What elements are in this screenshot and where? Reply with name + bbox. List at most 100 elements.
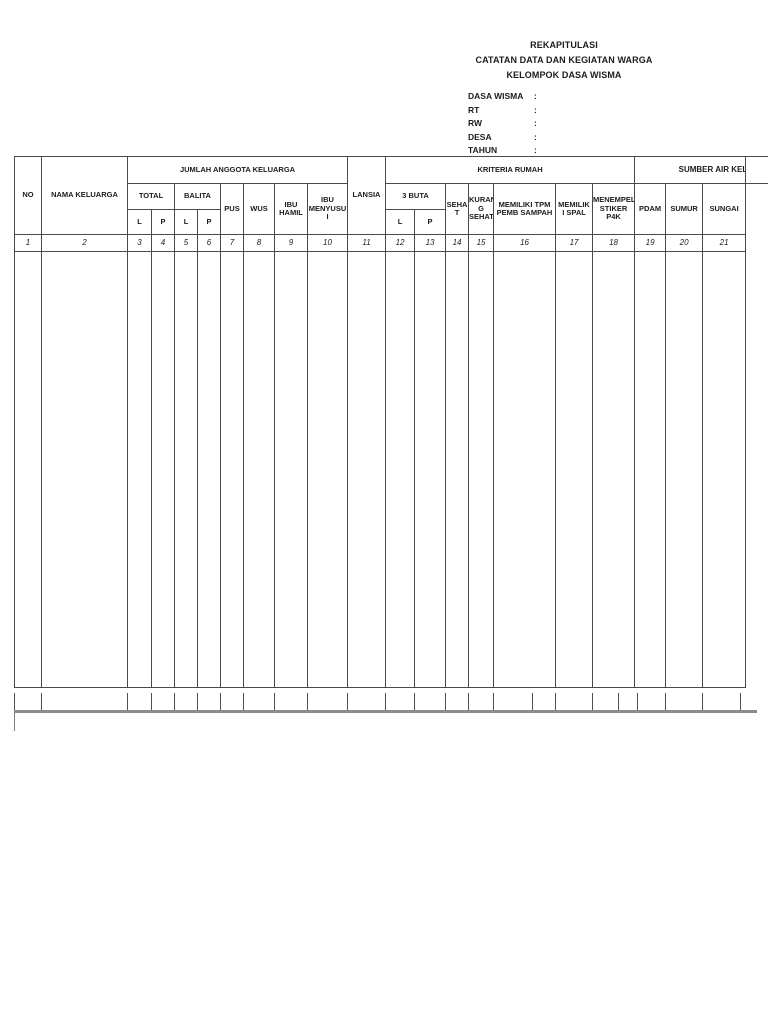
form-label-desa: DESA [468,131,492,142]
header-memiliki-spal: MEMILIK I SPAL [555,183,594,235]
form-row-rt: RT : [468,104,708,118]
form-block: DASA WISMA : RT : RW : DESA : TAHUN : [468,90,708,158]
grid-line [618,693,619,710]
left-border-tick [14,713,15,731]
grid-line [220,693,221,710]
body-cell [127,251,152,688]
body-cell [174,251,198,688]
col-number-9: 9 [274,234,308,252]
recap-table-wrap: NO NAMA KELUARGA JUMLAH ANGGOTA KELUARGA… [14,156,768,688]
header-memiliki-tpm-pemb-sampah: MEMILIKI TPM PEMB SAMPAH [493,183,557,235]
form-row-rw: RW : [468,117,708,131]
body-cell [665,251,704,688]
title-block: REKAPITULASI CATATAN DATA DAN KEGIATAN W… [408,38,720,83]
col-number-14: 14 [445,234,470,252]
header-3-buta: 3 BUTA [385,183,447,210]
form-label-rw: RW [468,118,483,128]
header-total: TOTAL [127,183,175,210]
grid-line [592,693,593,710]
col-number-2: 2 [41,234,128,252]
header-total-p: P [151,209,175,235]
col-number-16: 16 [493,234,557,252]
grid-line [14,693,15,710]
body-cell [468,251,495,688]
header-sumur: SUMUR [665,183,704,235]
header-menempel-stiker-p4k: MENEMPEL STIKER P4K [592,183,636,235]
col-number-1: 1 [14,234,42,252]
form-colon: : [534,91,537,101]
header-lansia: LANSIA [347,156,387,235]
form-row-tahun: TAHUN : [468,144,708,158]
col-number-11: 11 [347,234,387,252]
title-line-kelompok: KELOMPOK DASA WISMA [506,70,622,80]
body-cell [414,251,447,688]
form-colon: : [534,104,537,115]
col-number-3: 3 [127,234,152,252]
header-sehat: SEHA T [445,183,470,235]
grid-line [665,693,666,710]
header-pdam: PDAM [634,183,667,235]
col-number-13: 13 [414,234,447,252]
body-cell [493,251,557,688]
grid-line [445,693,446,710]
form-row-desa: DESA : [468,131,708,145]
grid-line [151,693,152,710]
grid-line [637,693,638,710]
grid-line [468,693,469,710]
header-total-l: L [127,209,152,235]
title-line-rekapitulasi: REKAPITULASI [530,40,598,50]
header-wus: WUS [243,183,275,235]
title-line-catatan: CATATAN DATA DAN KEGIATAN WARGA [475,55,653,65]
header-nama-keluarga: NAMA KELUARGA [41,156,128,235]
body-cell-nama [41,251,128,688]
table-bottom-thick-border [14,710,757,713]
header-3buta-p: P [414,209,447,235]
grid-line [347,693,348,710]
form-colon: : [534,118,537,128]
body-cell [385,251,416,688]
col-number-12: 12 [385,234,416,252]
form-colon: : [534,145,537,155]
form-row-dasa-wisma: DASA WISMA : [468,90,708,104]
grid-line [532,693,533,710]
col-number-19: 19 [634,234,667,252]
grid-line [307,693,308,710]
body-cell [347,251,387,688]
body-cell [274,251,308,688]
grid-line [174,693,175,710]
body-cell [634,251,667,688]
col-number-4: 4 [151,234,175,252]
col-number-5: 5 [174,234,198,252]
col-number-15: 15 [468,234,495,252]
header-no: NO [14,156,42,235]
form-colon: : [534,131,537,142]
col-number-20: 20 [665,234,704,252]
body-cell [220,251,244,688]
header-ibu-hamil: IBU HAMIL [274,183,308,235]
body-cell [197,251,221,688]
header-ibu-menyusui: IBU MENYUSU I [306,183,349,235]
grid-line [127,693,128,710]
grid-line [414,693,415,710]
grid-line [740,693,741,710]
form-label-tahun: TAHUN [468,145,498,155]
grid-line [702,693,703,710]
group-sumber-air-keluarga: SUMBER AIR KELUARGA [634,156,747,184]
body-cell [243,251,275,688]
table-bottom-row [14,693,768,710]
col-number-6: 6 [197,234,221,252]
body-cell [306,251,349,688]
recap-table: NO NAMA KELUARGA JUMLAH ANGGOTA KELUARGA… [14,156,747,688]
col-number-8: 8 [243,234,275,252]
grid-line [243,693,244,710]
body-cell [702,251,747,688]
body-cell [555,251,594,688]
header-kurang-sehat: KURAN G SEHAT [468,183,495,235]
header-sungai: SUNGAI [702,183,747,235]
grid-line [493,693,494,710]
group-bottom-border-extension [745,183,768,184]
grid-line [41,693,42,710]
body-cell [592,251,636,688]
body-cell-no [14,251,42,688]
